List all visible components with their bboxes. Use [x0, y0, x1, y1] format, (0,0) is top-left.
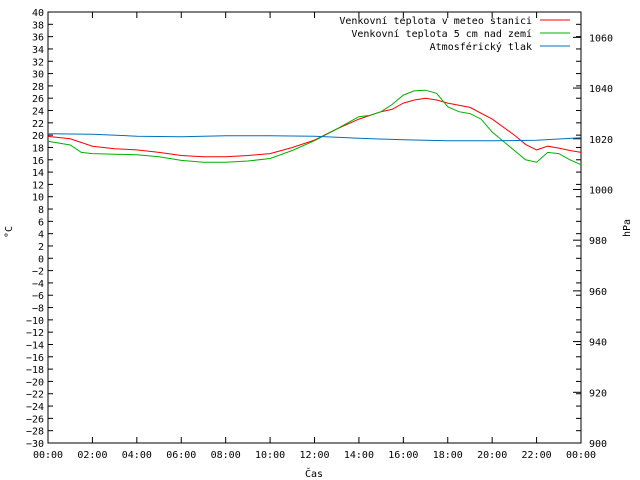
y-tick-label: −28 — [26, 427, 44, 438]
legend-label-2: Atmosférický tlak — [430, 41, 532, 53]
x-tick-label: 02:00 — [77, 450, 107, 461]
y2-tick-label: 1040 — [589, 84, 613, 95]
y-tick-label: 34 — [32, 45, 44, 56]
series-lines — [47, 89, 582, 166]
y2-tick-label: 1060 — [589, 33, 613, 44]
y-tick-label: −22 — [26, 390, 44, 401]
y-tick-label: −26 — [26, 414, 44, 425]
x-tick-label: 00:00 — [566, 450, 596, 461]
y-tick-label: 12 — [32, 180, 44, 191]
y-tick-label: 0 — [38, 254, 44, 265]
x-tick-label: 04:00 — [122, 450, 152, 461]
y2-tick-label: 1000 — [589, 185, 613, 196]
x-tick-label: 12:00 — [299, 450, 329, 461]
y-tick-label: 38 — [32, 20, 44, 31]
x-tick-label: 06:00 — [166, 450, 196, 461]
y-tick-label: 14 — [32, 168, 44, 179]
y-tick-label: −30 — [26, 439, 44, 450]
y-axis-title: °C — [4, 226, 15, 238]
y-tick-label: 10 — [32, 193, 44, 204]
y-tick-label: 16 — [32, 156, 44, 167]
y-tick-label: −20 — [26, 377, 44, 388]
y-tick-label: 24 — [32, 107, 44, 118]
y-tick-label: −14 — [26, 340, 44, 351]
y-tick-label: −4 — [32, 279, 44, 290]
y-tick-label: 6 — [38, 217, 44, 228]
y2-axis-title: hPa — [622, 219, 633, 237]
x-tick-label: 22:00 — [522, 450, 552, 461]
x-tick-label: 08:00 — [211, 450, 241, 461]
y-tick-label: 28 — [32, 82, 44, 93]
y-tick-label: −2 — [32, 267, 44, 278]
x-tick-label: 10:00 — [255, 450, 285, 461]
y-tick-label: 20 — [32, 131, 44, 142]
x-tick-label: 18:00 — [433, 450, 463, 461]
y-tick-label: 4 — [38, 230, 44, 241]
y-tick-label: 30 — [32, 70, 44, 81]
y2-tick-label: 980 — [589, 236, 607, 247]
y-tick-label: 2 — [38, 242, 44, 253]
y-tick-label: −10 — [26, 316, 44, 327]
y2-tick-label: 1020 — [589, 135, 613, 146]
y-tick-label: 26 — [32, 94, 44, 105]
y-tick-label: 40 — [32, 8, 44, 19]
plot-frame — [47, 11, 582, 444]
series-line-2 — [47, 133, 582, 142]
y2-tick-label: 900 — [589, 439, 607, 450]
y-tick-label: 36 — [32, 33, 44, 44]
y2-tick-label: 960 — [589, 287, 607, 298]
y-tick-label: −8 — [32, 304, 44, 315]
y-tick-label: 32 — [32, 57, 44, 68]
y-tick-label: 8 — [38, 205, 44, 216]
y-tick-label: −12 — [26, 328, 44, 339]
x-tick-label: 14:00 — [344, 450, 374, 461]
legend-label-1: Venkovní teplota 5 cm nad zemí — [351, 28, 532, 40]
y-tick-label: −18 — [26, 365, 44, 376]
y-tick-label: −16 — [26, 353, 44, 364]
series-line-1 — [47, 89, 582, 166]
y-tick-label: −6 — [32, 291, 44, 302]
axis-ticks: −30−28−26−24−22−20−18−16−14−12−10−8−6−4−… — [26, 8, 613, 461]
x-axis-title: Čas — [305, 467, 323, 480]
y2-tick-label: 940 — [589, 338, 607, 349]
series-line-0 — [47, 97, 582, 158]
x-tick-label: 16:00 — [388, 450, 418, 461]
y-tick-label: 18 — [32, 143, 44, 154]
y-tick-label: 22 — [32, 119, 44, 130]
x-tick-label: 00:00 — [33, 450, 63, 461]
y2-tick-label: 920 — [589, 388, 607, 399]
y-tick-label: −24 — [26, 402, 44, 413]
legend-label-0: Venkovní teplota v meteo stanici — [339, 15, 532, 27]
x-tick-label: 20:00 — [477, 450, 507, 461]
legend: Venkovní teplota v meteo stanici Venkovn… — [339, 15, 570, 53]
